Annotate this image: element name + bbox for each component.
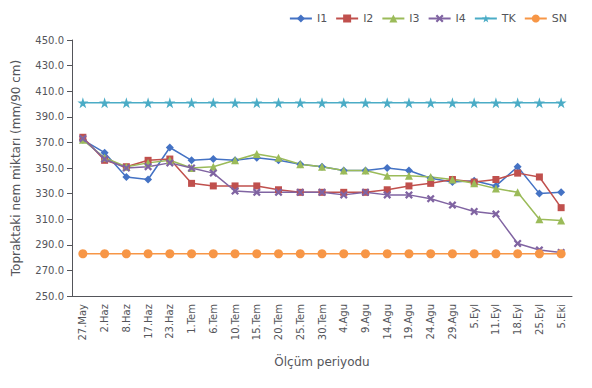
svg-text:I3: I3 xyxy=(409,12,419,25)
svg-text:19.Agu: 19.Agu xyxy=(403,304,414,339)
svg-text:5.Eki: 5.Eki xyxy=(556,304,567,328)
svg-text:I1: I1 xyxy=(317,12,327,25)
svg-text:290.0: 290.0 xyxy=(35,239,64,250)
svg-text:25.Eyl: 25.Eyl xyxy=(534,304,545,335)
svg-text:1.Tem: 1.Tem xyxy=(186,304,197,334)
svg-text:450.0: 450.0 xyxy=(35,35,64,46)
svg-text:TK: TK xyxy=(501,12,517,25)
svg-text:6.Tem: 6.Tem xyxy=(208,304,219,334)
svg-text:SN: SN xyxy=(552,12,567,25)
svg-text:14.Agu: 14.Agu xyxy=(382,304,393,339)
svg-text:18.Eyl: 18.Eyl xyxy=(512,304,523,335)
svg-text:10.Tem: 10.Tem xyxy=(230,304,241,340)
svg-text:27.May: 27.May xyxy=(77,304,88,341)
svg-text:Ölçüm periyodu: Ölçüm periyodu xyxy=(274,353,369,369)
svg-text:270.0: 270.0 xyxy=(35,265,64,276)
svg-text:2.Haz: 2.Haz xyxy=(99,304,110,332)
svg-text:430.0: 430.0 xyxy=(35,60,64,71)
svg-text:20.Tem: 20.Tem xyxy=(273,304,284,340)
svg-text:350.0: 350.0 xyxy=(35,163,64,174)
svg-text:23.Haz: 23.Haz xyxy=(164,304,175,339)
svg-text:250.0: 250.0 xyxy=(35,291,64,302)
svg-text:9.Agu: 9.Agu xyxy=(360,304,371,333)
svg-text:29.Agu: 29.Agu xyxy=(447,304,458,339)
svg-text:11.Eyl: 11.Eyl xyxy=(490,304,501,335)
svg-text:370.0: 370.0 xyxy=(35,137,64,148)
svg-text:I4: I4 xyxy=(456,12,466,25)
svg-text:30.Tem: 30.Tem xyxy=(317,304,328,340)
svg-text:310.0: 310.0 xyxy=(35,214,64,225)
svg-text:25.Tem: 25.Tem xyxy=(295,304,306,340)
svg-text:24.Agu: 24.Agu xyxy=(425,304,436,339)
svg-text:4.Agu: 4.Agu xyxy=(338,304,349,333)
svg-text:410.0: 410.0 xyxy=(35,86,64,97)
svg-text:Topraktaki nem miktarı (mm/90: Topraktaki nem miktarı (mm/90 cm) xyxy=(9,60,23,277)
svg-text:I2: I2 xyxy=(363,12,373,25)
svg-text:390.0: 390.0 xyxy=(35,111,64,122)
svg-text:15.Tem: 15.Tem xyxy=(251,304,262,340)
svg-text:330.0: 330.0 xyxy=(35,188,64,199)
svg-text:17.Haz: 17.Haz xyxy=(143,304,154,339)
svg-text:8.Haz: 8.Haz xyxy=(121,304,132,332)
svg-text:5.Eyl: 5.Eyl xyxy=(469,304,480,329)
